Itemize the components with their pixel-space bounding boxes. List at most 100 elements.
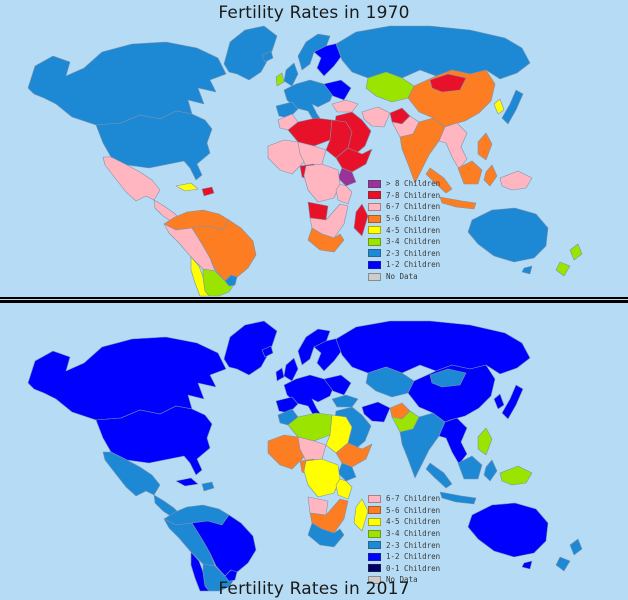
region-iceland [261, 50, 274, 63]
region-borneo [457, 455, 483, 480]
region-kazakhstan [365, 71, 415, 103]
region-canada [27, 41, 227, 126]
legend-swatch-c45 [368, 517, 381, 526]
region-japan [501, 89, 524, 125]
region-se-asia [438, 122, 468, 170]
region-png [499, 170, 533, 191]
legend-item-c12: 1-2 Children [368, 259, 440, 271]
legend-swatch-c45 [368, 226, 381, 235]
region-tasmania [521, 560, 533, 570]
legend-swatch-c34 [368, 529, 381, 538]
region-mongolia [429, 368, 467, 388]
region-sumatra [425, 167, 453, 194]
region-philippines [477, 132, 493, 161]
legend-2017: 6-7 Children 5-6 Children 4-5 Children 3-4 … [368, 493, 440, 586]
panel-divider [0, 297, 628, 303]
region-canada [27, 336, 227, 421]
region-uk [283, 62, 299, 87]
legend-item-c67: 6-7 Children [368, 493, 440, 505]
map-panel-2017: 6-7 Children 5-6 Children 4-5 Children 3-4 … [0, 303, 628, 600]
region-east-europe [323, 374, 352, 396]
legend-swatch-nodata [368, 575, 381, 584]
region-kazakhstan [365, 366, 415, 398]
region-usa [95, 110, 213, 181]
region-tasmania [521, 265, 533, 275]
legend-label-nodata: No Data [386, 272, 418, 282]
region-central-africa [303, 163, 341, 203]
region-uruguay [224, 569, 238, 582]
legend-label-c56: 5-6 Children [386, 505, 441, 515]
region-iran [361, 401, 391, 423]
legend-swatch-c12 [368, 260, 381, 269]
legend-item-c23: 2-3 Children [368, 539, 440, 551]
legend-label-c78: 7-8 Children [386, 190, 441, 200]
legend-item-c78: 7-8 Children [368, 190, 440, 202]
region-iran [361, 106, 391, 128]
legend-label-c67: 6-7 Children [386, 494, 441, 504]
region-russia [335, 320, 531, 375]
region-india [399, 412, 446, 479]
legend-label-c67: 6-7 Children [386, 202, 441, 212]
region-china [407, 364, 496, 423]
region-uk [283, 357, 299, 382]
legend-swatch-c78 [368, 191, 381, 200]
region-sumatra [425, 462, 453, 489]
region-java [439, 491, 477, 505]
region-australia [467, 207, 549, 263]
legend-item-c45: 4-5 Children [368, 516, 440, 528]
region-nz-south [555, 556, 571, 572]
region-se-asia [438, 417, 468, 465]
legend-swatch-c56 [368, 214, 381, 223]
legend-item-nodata: No Data [368, 574, 440, 586]
region-south-africa [307, 227, 345, 253]
world-map-2017 [27, 320, 583, 592]
region-uruguay [224, 274, 238, 287]
legend-swatch-gt8 [368, 179, 381, 188]
region-nz-south [555, 261, 571, 277]
region-india [399, 117, 446, 184]
region-angola [307, 496, 329, 516]
legend-swatch-c23 [368, 541, 381, 550]
legend-swatch-c67 [368, 494, 381, 503]
legend-swatch-c67 [368, 202, 381, 211]
legend-item-gt8: > 8 Children [368, 178, 440, 190]
legend-item-c45: 4-5 Children [368, 224, 440, 236]
region-korea [493, 98, 505, 115]
region-iberia [275, 101, 299, 119]
region-sweden-finland [313, 42, 344, 77]
region-iceland [261, 345, 274, 358]
region-philippines [477, 427, 493, 456]
map-title-1970: Fertility Rates in 1970 [218, 3, 410, 23]
legend-swatch-nodata [368, 272, 381, 281]
region-china [407, 69, 496, 128]
legend-label-c23: 2-3 Children [386, 248, 441, 258]
region-ireland [275, 367, 285, 382]
region-brazil [191, 514, 257, 577]
region-nz-north [569, 538, 583, 556]
legend-item-c01: 0-1 Children [368, 563, 440, 575]
region-cuba [175, 477, 199, 487]
region-tanzania [335, 478, 353, 500]
legend-label-c34: 3-4 Children [386, 529, 441, 539]
region-angola [307, 201, 329, 221]
region-tanzania [335, 183, 353, 205]
legend-item-c12: 1-2 Children [368, 551, 440, 563]
region-madagascar [353, 498, 369, 532]
region-turkey [331, 99, 359, 113]
legend-swatch-c34 [368, 237, 381, 246]
region-argentina [202, 563, 236, 592]
region-cuba [175, 182, 199, 192]
region-west-europe [283, 79, 335, 124]
region-central-africa [303, 458, 341, 498]
legend-label-c56: 5-6 Children [386, 214, 441, 224]
legend-item-c56: 5-6 Children [368, 213, 440, 225]
region-png [499, 465, 533, 486]
region-usa [95, 405, 213, 476]
region-nz-north [569, 243, 583, 261]
legend-label-c23: 2-3 Children [386, 540, 441, 550]
legend-item-c34: 3-4 Children [368, 236, 440, 248]
legend-item-c67: 6-7 Children [368, 201, 440, 213]
legend-label-c12: 1-2 Children [386, 260, 441, 270]
region-korea [493, 393, 505, 410]
